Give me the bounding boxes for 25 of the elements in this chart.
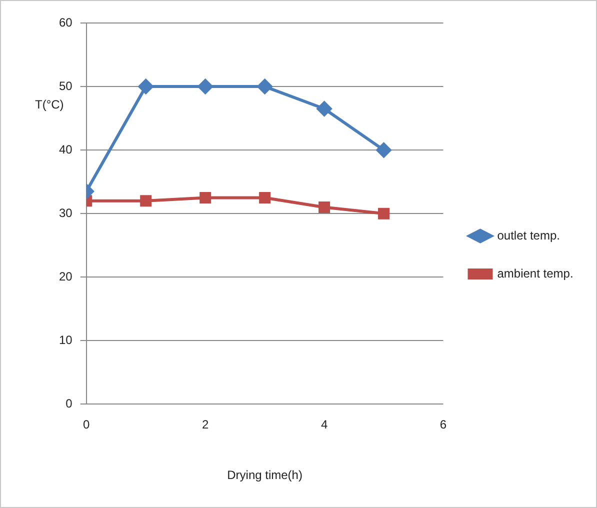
y-tick-label: 60 (58, 15, 73, 30)
point (200, 192, 212, 204)
legend-label: outlet temp. (497, 228, 560, 242)
point (378, 208, 390, 220)
x-tick-label: 6 (440, 418, 447, 432)
point (259, 192, 271, 204)
y-tick-label: 20 (58, 269, 73, 284)
point (198, 79, 213, 94)
y-tick-label: 40 (58, 142, 73, 156)
point (257, 79, 272, 94)
legend-label: ambient temp. (497, 266, 574, 280)
x-tick-label: 2 (202, 418, 209, 432)
point (376, 142, 392, 158)
point (316, 101, 332, 116)
y-axis-title: T(°C) (35, 97, 64, 112)
y-tick-label: 50 (58, 78, 73, 93)
y-tick-label: 10 (58, 332, 73, 347)
x-axis-title: Drying time(h) (227, 468, 302, 482)
point (138, 79, 154, 94)
point (318, 202, 330, 213)
point (140, 195, 152, 207)
x-tick-label: 4 (320, 418, 328, 432)
y-tick-label: 30 (58, 206, 73, 220)
x-tick-label: 0 (83, 418, 90, 432)
y-tick-label: 0 (66, 396, 73, 411)
